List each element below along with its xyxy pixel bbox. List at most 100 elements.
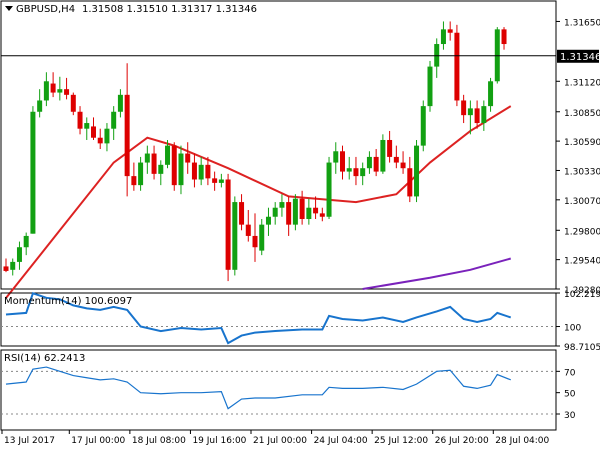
momentum-line (5, 292, 512, 345)
candle-body (360, 168, 366, 177)
candle-body (178, 153, 184, 186)
momentum-title: Momentum(14) 100.6097 (4, 296, 132, 307)
candle-body (111, 111, 117, 129)
candle-body (265, 216, 271, 225)
candle-body (313, 207, 319, 214)
price-pane: 1.31650 1.31120 1.30850 1.30590 1.30330 1.300… (0, 0, 600, 299)
candle-body (23, 235, 29, 248)
time-tick-label: 13 Jul 2017 (4, 436, 55, 446)
candle-body (387, 139, 393, 157)
time-tick-label: 21 Jul 00:00 (253, 436, 307, 446)
candle-body (366, 156, 372, 169)
candle-body (43, 81, 49, 101)
candle-body (218, 179, 224, 183)
candle-body (16, 247, 22, 262)
momentum-tick-label: 100 (564, 324, 581, 334)
moving-averages (5, 105, 512, 299)
candle-body (77, 111, 83, 129)
candle-body (97, 137, 103, 144)
candle-body (333, 151, 339, 163)
ohlc-readout: 1.31508 1.31510 1.31317 1.31346 (82, 4, 257, 15)
rsi-tick-label: 30 (564, 411, 576, 421)
candle-body (205, 164, 211, 179)
candle-body (239, 202, 245, 225)
candle-body (326, 162, 332, 217)
candle-body (427, 66, 433, 107)
time-tick-label: 24 Jul 04:00 (314, 436, 368, 446)
candle-body (440, 29, 446, 45)
candle-body (191, 162, 197, 180)
rsi-title: RSI(14) 62.2413 (4, 353, 85, 364)
candle-body (252, 235, 258, 248)
current-price-label: 1.31346 (560, 52, 600, 63)
candle-body (232, 202, 238, 270)
candle-body (37, 100, 43, 112)
price-tick-label: 1.30070 (564, 197, 600, 207)
candle-body (272, 207, 278, 217)
rsi-pane: 70 50 30 RSI(14) 62.2413 (0, 349, 576, 431)
momentum-pane-frame (0, 292, 557, 347)
price-tick-label: 1.30850 (564, 109, 600, 119)
momentum-tick-label: 98.7105 (564, 343, 600, 353)
candle-body (138, 162, 144, 186)
candle-body (30, 111, 36, 234)
candle-body (467, 108, 473, 116)
candle-body (306, 207, 312, 220)
candle-body (90, 126, 96, 138)
candle-body (286, 202, 292, 225)
price-tick-label: 1.29540 (564, 257, 600, 267)
price-tick-label: 1.29280 (564, 286, 600, 296)
candle-body (117, 94, 123, 112)
candle-body (447, 29, 453, 33)
candle-body (124, 94, 130, 177)
candle-body (185, 153, 191, 163)
candle-body (393, 156, 399, 163)
time-tick-label: 18 Jul 08:00 (132, 436, 186, 446)
rsi-tick-label: 50 (564, 390, 576, 400)
time-tick-label: 17 Jul 00:00 (71, 436, 125, 446)
candle-body (346, 168, 352, 172)
candle-body (488, 81, 494, 107)
time-axis: 13 Jul 2017 17 Jul 00:00 18 Jul 08:00 19 Ju… (1, 430, 550, 446)
price-tick-label: 1.31650 (564, 18, 600, 28)
candle-body (151, 153, 157, 174)
symbol-title: GBPUSD,H4 (16, 4, 75, 15)
sma-slow-line (362, 257, 512, 290)
momentum-axis: 102.2196 100 98.7105 (1, 290, 600, 353)
candle-body (400, 162, 406, 169)
rsi-tick-label: 70 (564, 368, 576, 378)
candle-body (10, 261, 16, 270)
candle-body (420, 106, 426, 146)
candle-body (319, 213, 325, 217)
candle-body (158, 164, 164, 174)
candles (3, 21, 507, 282)
candle-body (380, 139, 386, 172)
momentum-tick-label: 102.2196 (564, 290, 600, 300)
candle-body (259, 224, 265, 251)
candle-body (64, 89, 70, 95)
candle-body (474, 108, 480, 124)
candle-body (212, 178, 218, 183)
time-tick-label: 26 Jul 20:00 (435, 436, 489, 446)
price-tick-label: 1.30330 (564, 167, 600, 177)
time-tick-label: 25 Jul 12:00 (374, 436, 428, 446)
chevron-down-icon[interactable] (5, 6, 13, 11)
candle-body (84, 123, 90, 129)
candle-body (198, 164, 204, 180)
candle-body (245, 224, 251, 236)
rsi-pane-frame (0, 349, 557, 431)
candle-body (57, 89, 63, 93)
candle-body (373, 156, 379, 172)
candle-body (340, 151, 345, 172)
momentum-pane: 102.2196 100 98.7105 Momentum(14) 100.6097 (0, 290, 600, 353)
time-tick-label: 19 Jul 16:00 (192, 436, 246, 446)
candle-body (414, 145, 420, 197)
candle-body (454, 32, 460, 101)
candle-body (501, 29, 507, 45)
candle-body (70, 94, 76, 112)
candle-body (407, 168, 413, 197)
candle-body (292, 198, 298, 225)
candle-body (299, 198, 305, 220)
candle-body (131, 176, 137, 186)
